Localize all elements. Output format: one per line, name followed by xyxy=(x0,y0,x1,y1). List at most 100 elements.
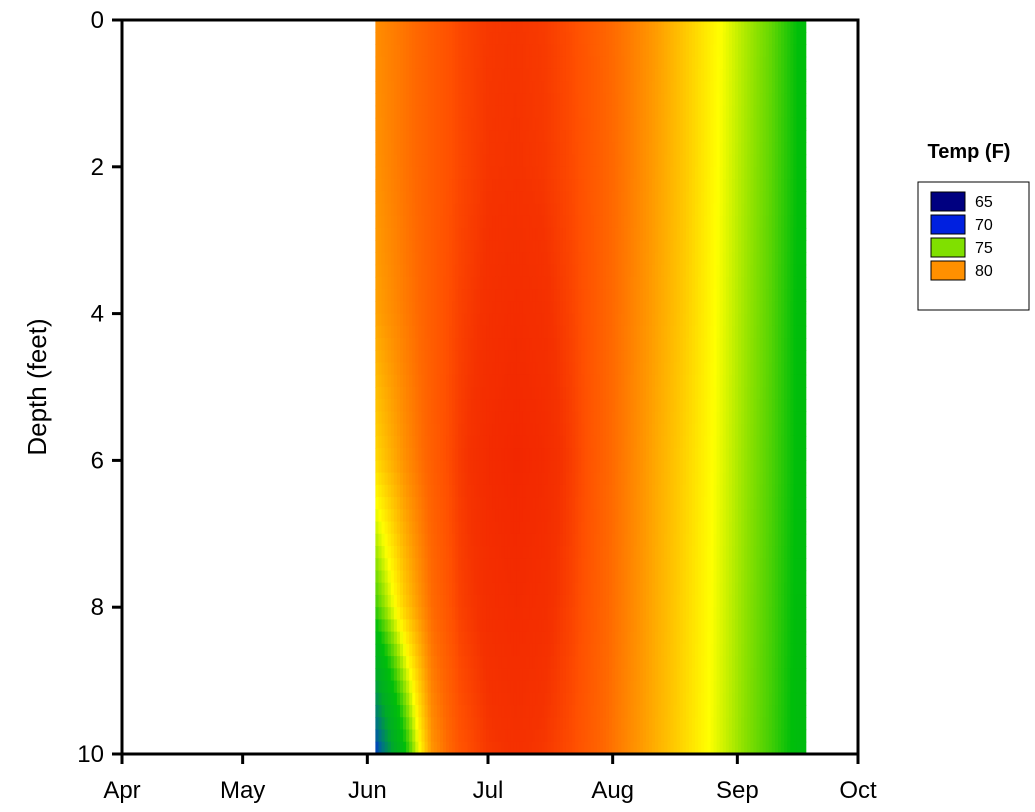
heatmap-cell xyxy=(569,227,573,241)
heatmap-cell xyxy=(695,435,699,449)
heatmap-cell xyxy=(526,81,530,94)
heatmap-cell xyxy=(787,215,791,229)
heatmap-cell xyxy=(572,264,576,278)
heatmap-cell xyxy=(719,435,724,449)
heatmap-cell xyxy=(778,32,782,46)
heatmap-cell xyxy=(667,313,672,327)
heatmap-cell xyxy=(725,252,730,266)
heatmap-cell xyxy=(710,411,715,425)
heatmap-cell xyxy=(716,93,721,107)
heatmap-cell xyxy=(403,399,407,413)
heatmap-cell xyxy=(406,276,410,290)
heatmap-cell xyxy=(381,81,386,94)
heatmap-cell xyxy=(452,276,456,290)
heatmap-cell xyxy=(489,399,493,413)
heatmap-cell xyxy=(605,301,610,315)
heatmap-cell xyxy=(765,154,770,168)
heatmap-cell xyxy=(778,227,782,241)
heatmap-cell xyxy=(507,20,512,33)
heatmap-cell xyxy=(719,252,724,266)
heatmap-cell xyxy=(522,252,527,266)
heatmap-cell xyxy=(381,411,386,425)
heatmap-cell xyxy=(513,105,518,119)
heatmap-cell xyxy=(507,130,512,143)
heatmap-cell xyxy=(510,240,515,254)
heatmap-cell xyxy=(387,301,392,315)
heatmap-cell xyxy=(492,264,496,278)
heatmap-cell xyxy=(602,338,607,351)
heatmap-cell xyxy=(504,399,509,413)
heatmap-cell xyxy=(415,44,420,58)
heatmap-cell xyxy=(436,130,441,143)
heatmap-cell xyxy=(495,411,499,425)
heatmap-cell xyxy=(378,166,383,180)
heatmap-cell xyxy=(778,362,782,376)
heatmap-cell xyxy=(578,252,582,266)
heatmap-cell xyxy=(716,374,721,388)
heatmap-cell xyxy=(667,350,672,364)
heatmap-cell xyxy=(550,44,555,58)
heatmap-cell xyxy=(587,435,592,449)
heatmap-cell xyxy=(655,301,659,315)
heatmap-cell xyxy=(679,227,684,241)
heatmap-cell xyxy=(427,117,432,131)
heatmap-cell xyxy=(787,130,791,143)
heatmap-cell xyxy=(787,325,791,339)
heatmap-cell xyxy=(744,374,748,388)
heatmap-cell xyxy=(436,387,441,400)
heatmap-cell xyxy=(455,362,459,376)
heatmap-cell xyxy=(602,350,607,364)
heatmap-cell xyxy=(636,325,641,339)
heatmap-cell xyxy=(541,215,546,229)
heatmap-cell xyxy=(547,240,552,254)
heatmap-cell xyxy=(698,399,702,413)
heatmap-cell xyxy=(707,142,712,156)
heatmap-cell xyxy=(725,374,730,388)
heatmap-cell xyxy=(648,338,653,351)
heatmap-cell xyxy=(630,387,635,400)
heatmap-cell xyxy=(590,105,595,119)
heatmap-cell xyxy=(695,423,699,437)
heatmap-cell xyxy=(771,411,776,425)
heatmap-cell xyxy=(698,191,702,205)
heatmap-cell xyxy=(507,276,512,290)
heatmap-cell xyxy=(467,179,472,192)
heatmap-cell xyxy=(412,117,416,131)
heatmap-cell xyxy=(498,215,502,229)
heatmap-cell xyxy=(455,448,459,461)
heatmap-cell xyxy=(725,276,730,290)
heatmap-cell xyxy=(615,179,619,192)
heatmap-cell xyxy=(587,20,592,33)
heatmap-cell xyxy=(676,81,681,94)
heatmap-cell xyxy=(541,387,546,400)
heatmap-cell xyxy=(768,81,773,94)
heatmap-cell xyxy=(550,142,555,156)
heatmap-cell xyxy=(449,435,453,449)
heatmap-cell xyxy=(538,215,542,229)
heatmap-cell xyxy=(750,313,755,327)
heatmap-cell xyxy=(661,435,665,449)
heatmap-cell xyxy=(461,20,466,33)
heatmap-cell xyxy=(593,387,598,400)
heatmap-cell xyxy=(704,93,708,107)
heatmap-cell xyxy=(756,105,761,119)
heatmap-cell xyxy=(725,44,730,58)
heatmap-cell xyxy=(731,142,736,156)
heatmap-cell xyxy=(424,44,429,58)
heatmap-cell xyxy=(569,399,573,413)
heatmap-cell xyxy=(756,338,761,351)
heatmap-cell xyxy=(636,130,641,143)
heatmap-cell xyxy=(774,56,779,70)
heatmap-cell xyxy=(473,117,478,131)
heatmap-cell xyxy=(489,313,493,327)
heatmap-cell xyxy=(642,301,647,315)
heatmap-cell xyxy=(701,179,705,192)
heatmap-cell xyxy=(556,411,561,425)
heatmap-cell xyxy=(550,117,555,131)
heatmap-cell xyxy=(559,399,564,413)
heatmap-cell xyxy=(381,264,386,278)
heatmap-cell xyxy=(778,399,782,413)
heatmap-cell xyxy=(728,252,733,266)
heatmap-cell xyxy=(765,32,770,46)
heatmap-cell xyxy=(418,411,423,425)
